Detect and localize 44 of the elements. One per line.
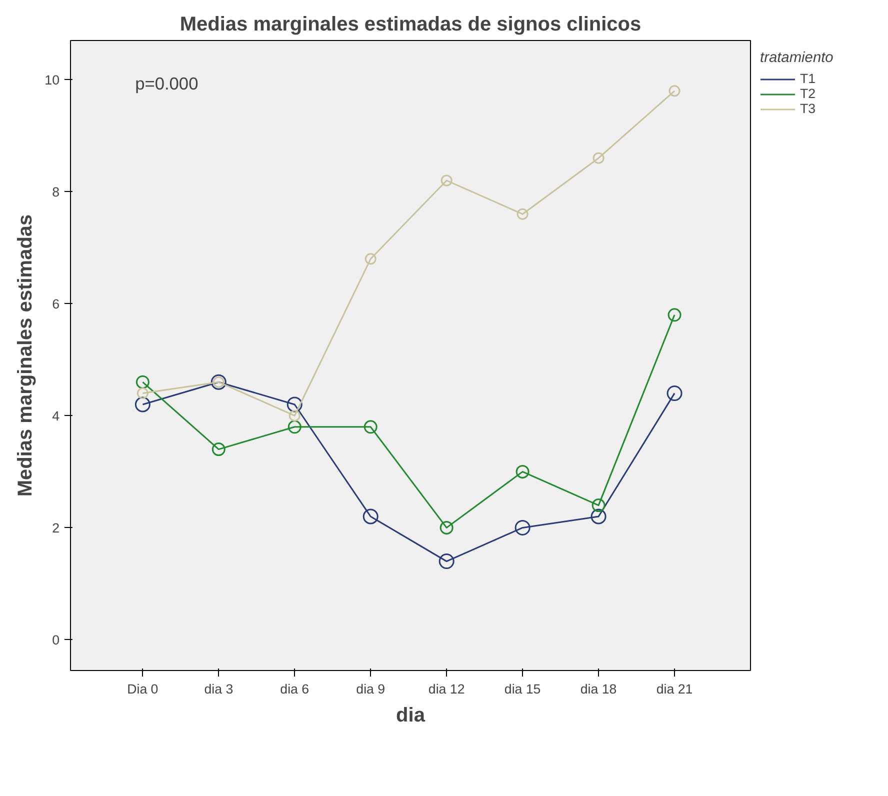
point (136, 388, 148, 400)
point (592, 498, 606, 512)
point (438, 554, 454, 570)
legend-title: tratamiento (760, 50, 834, 66)
legend-label: T1 (800, 71, 817, 86)
y-tick-label: 6 (52, 296, 60, 312)
point (440, 174, 452, 186)
point (592, 152, 604, 164)
point (590, 508, 606, 524)
point (668, 85, 680, 97)
point (212, 442, 226, 456)
x-tick-label: dia 18 (580, 682, 617, 696)
point (286, 396, 302, 412)
point (288, 420, 302, 434)
x-tick-label: dia 15 (504, 682, 541, 696)
point (666, 386, 682, 402)
legend-label: T3 (800, 101, 817, 116)
point (364, 253, 376, 265)
y-tick-label: 10 (44, 72, 60, 88)
chart-title: Medias marginales estimadas de signos clinicos (180, 14, 642, 36)
point (668, 308, 682, 322)
legend-label: T2 (800, 86, 817, 101)
x-tick-label: Dia 0 (127, 682, 158, 696)
point (364, 420, 378, 434)
annotation: p=0.000 (135, 74, 198, 94)
point (516, 208, 528, 220)
x-tick-label: dia 6 (280, 682, 310, 696)
point (440, 520, 454, 534)
y-tick-label: 2 (52, 520, 60, 536)
point (136, 375, 150, 389)
x-tick-label: dia 12 (428, 682, 465, 696)
y-tick-label: 4 (52, 408, 60, 424)
point (362, 508, 378, 524)
y-axis-title: Medias marginales estimadas (14, 214, 37, 497)
x-tick-label: dia 21 (656, 682, 693, 696)
point (516, 464, 530, 478)
x-axis-title: dia (396, 704, 426, 726)
x-tick-label: dia 9 (356, 682, 386, 696)
x-tick-label: dia 3 (204, 682, 234, 696)
point (134, 396, 150, 412)
y-tick-label: 8 (52, 184, 60, 200)
y-tick-label: 0 (52, 632, 60, 648)
point (514, 520, 530, 536)
point (288, 410, 300, 422)
